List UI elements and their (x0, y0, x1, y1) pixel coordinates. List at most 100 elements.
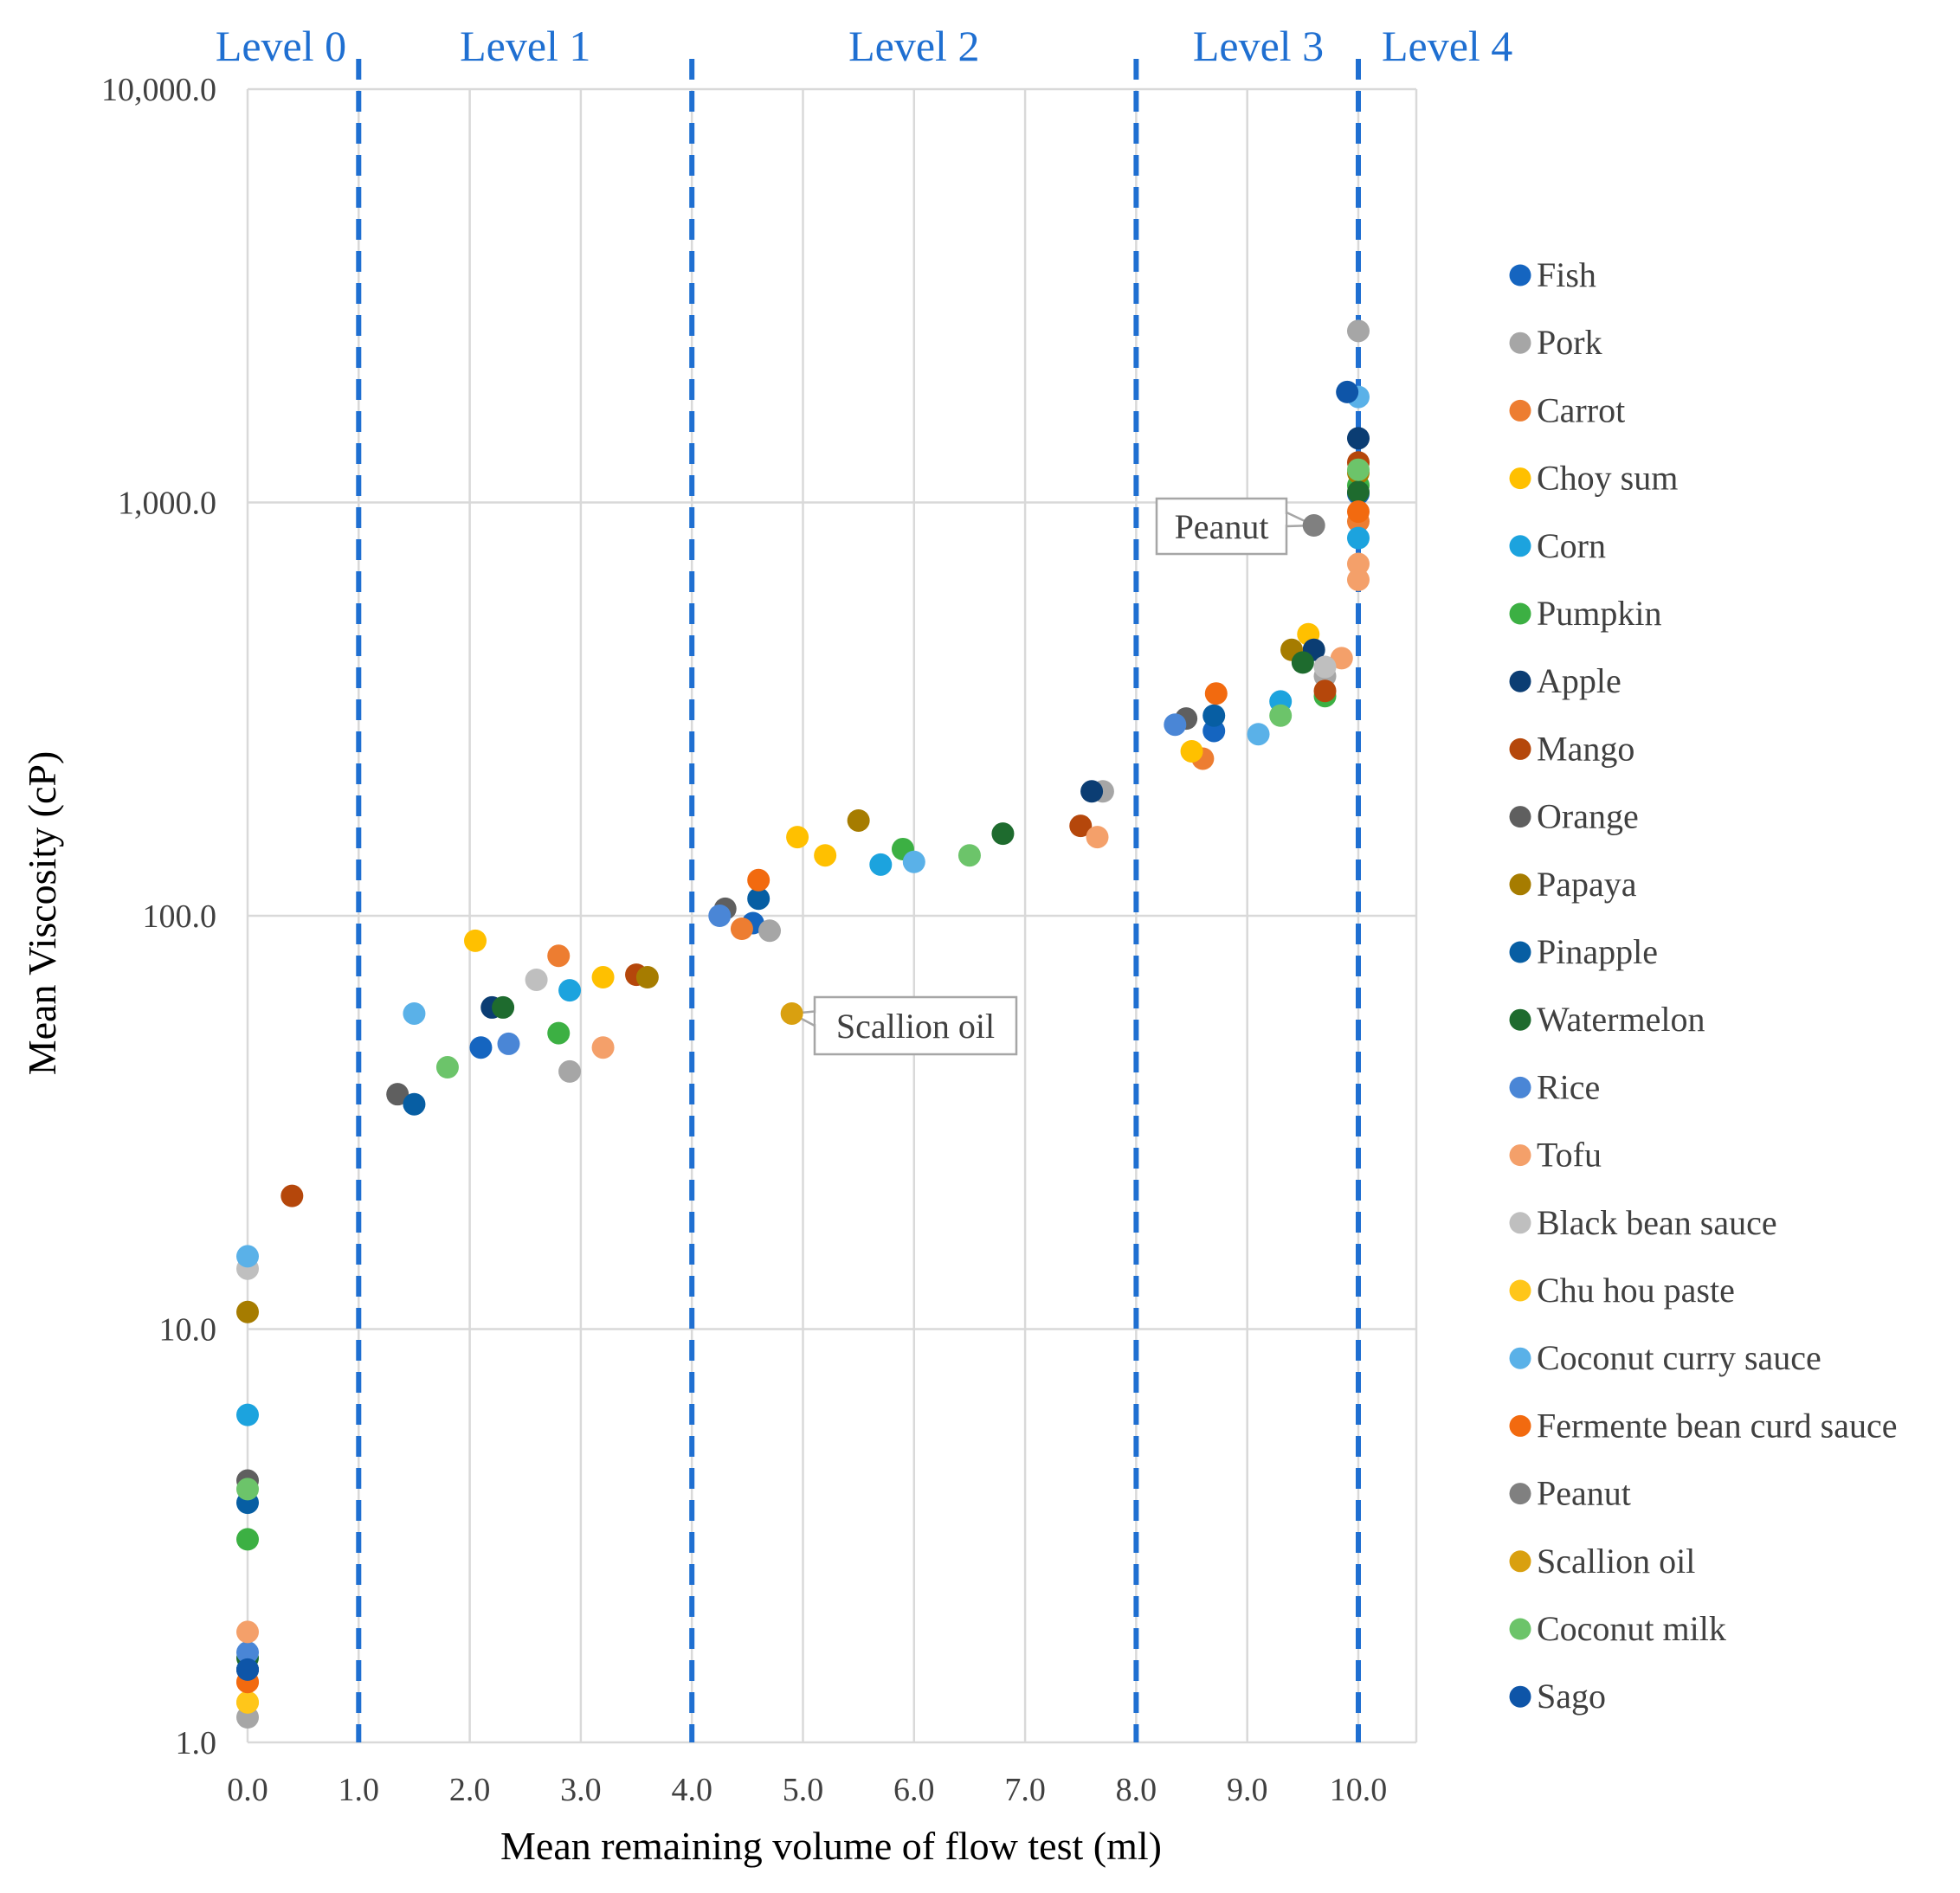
level-label: Level 0 (216, 22, 346, 70)
legend-label: Pork (1537, 323, 1602, 362)
legend-marker (1509, 1483, 1531, 1505)
callout: Peanut (1155, 497, 1315, 556)
level-label: Level 4 (1382, 22, 1512, 70)
data-point (558, 1059, 582, 1083)
data-point (730, 918, 753, 941)
callouts: Peanut Scallion oil (788, 497, 1315, 1056)
y-tick-label: 100.0 (143, 898, 217, 935)
legend-label: Sago (1537, 1677, 1606, 1716)
x-tick-label: 9.0 (1227, 1772, 1268, 1808)
data-point (1069, 815, 1093, 838)
legend-label: Carrot (1537, 390, 1625, 429)
legend-label: Coconut curry sauce (1537, 1338, 1821, 1377)
legend-label: Tofu (1537, 1136, 1602, 1175)
legend-marker (1509, 399, 1531, 422)
x-tick-label: 7.0 (1004, 1772, 1046, 1808)
y-tick-label: 10,000.0 (101, 72, 216, 108)
legend-marker (1509, 535, 1531, 557)
data-point (1336, 380, 1359, 403)
legend-marker (1509, 1076, 1531, 1098)
legend-marker (1509, 1414, 1531, 1437)
data-point (1247, 723, 1270, 746)
data-point (991, 822, 1015, 846)
legend-marker (1509, 1618, 1531, 1640)
data-point (236, 1658, 259, 1681)
legend-label: Chu hou paste (1537, 1271, 1735, 1310)
data-point (464, 929, 487, 952)
data-point (814, 844, 837, 867)
legend-marker (1509, 1144, 1531, 1167)
data-point (1347, 480, 1370, 504)
legend-marker (1509, 1685, 1531, 1708)
data-point (1347, 427, 1370, 450)
legend-marker (1509, 737, 1531, 760)
legend-marker (1509, 1008, 1531, 1031)
y-tick-labels: 1.0 10.0 100.0 1,000.0 10,000.0 (101, 72, 216, 1761)
x-tick-label: 0.0 (227, 1772, 268, 1808)
data-point (236, 1300, 259, 1323)
data-point (1313, 655, 1337, 679)
legend-label: Orange (1537, 797, 1639, 836)
legend-marker (1509, 941, 1531, 963)
x-tick-label: 8.0 (1116, 1772, 1157, 1808)
data-point (435, 1056, 459, 1079)
legend-marker (1509, 467, 1531, 490)
x-tick-label: 1.0 (338, 1772, 380, 1808)
x-axis-title: Mean remaining volume of flow test (ml) (500, 1824, 1162, 1868)
legend-marker (1509, 332, 1531, 354)
legend-marker (1509, 1212, 1531, 1234)
legend-label: Fermente bean curd sauce (1537, 1406, 1897, 1445)
legend-label: Pumpkin (1537, 594, 1661, 633)
level-boundaries: Level 0 Level 1 Level 2 Level 3 Level 4 (216, 22, 1512, 1742)
data-point (558, 979, 582, 1002)
callout-joint (816, 1013, 819, 1024)
data-point (497, 1032, 520, 1055)
data-point (403, 1001, 426, 1025)
y-tick-label: 1,000.0 (118, 486, 216, 522)
level-label: Level 3 (1193, 22, 1324, 70)
data-point (280, 1184, 304, 1207)
legend-label: Rice (1537, 1067, 1600, 1106)
data-point (236, 1528, 259, 1551)
legend-label: Pinapple (1537, 932, 1658, 971)
legend-marker (1509, 873, 1531, 896)
legend-label: Watermelon (1537, 1000, 1705, 1039)
data-points (236, 319, 1370, 1729)
data-point (236, 1690, 259, 1714)
legend-label: Choy sum (1537, 459, 1678, 498)
data-point (236, 1245, 259, 1268)
data-point (847, 808, 870, 832)
data-point (635, 966, 659, 989)
data-point (236, 1478, 259, 1501)
data-point (236, 1403, 259, 1426)
legend-label: Corn (1537, 526, 1606, 565)
data-point (747, 887, 770, 911)
data-point (236, 1641, 259, 1664)
data-point (386, 1083, 409, 1106)
x-tick-label: 10.0 (1330, 1772, 1388, 1808)
data-point (1269, 704, 1293, 727)
data-point (1080, 780, 1104, 803)
legend-label: Mango (1537, 729, 1634, 768)
data-point (591, 1036, 615, 1059)
data-point (1347, 458, 1370, 481)
data-point (869, 853, 893, 876)
callout-label: Peanut (1175, 507, 1269, 546)
grid (246, 87, 1418, 1744)
y-tick-label: 10.0 (159, 1312, 217, 1349)
legend-label: Peanut (1537, 1474, 1631, 1513)
level-label: Level 1 (460, 22, 590, 70)
data-point (1291, 651, 1314, 674)
level-label: Level 2 (848, 22, 979, 70)
data-point (1180, 739, 1203, 763)
legend-label: Apple (1537, 661, 1622, 700)
data-point (1347, 568, 1370, 591)
x-tick-label: 5.0 (783, 1772, 824, 1808)
legend-marker (1509, 264, 1531, 287)
x-tick-label: 6.0 (893, 1772, 935, 1808)
data-point (469, 1036, 493, 1059)
legend-label: Papaya (1537, 865, 1637, 904)
x-tick-label: 3.0 (560, 1772, 602, 1808)
data-point (525, 968, 548, 991)
